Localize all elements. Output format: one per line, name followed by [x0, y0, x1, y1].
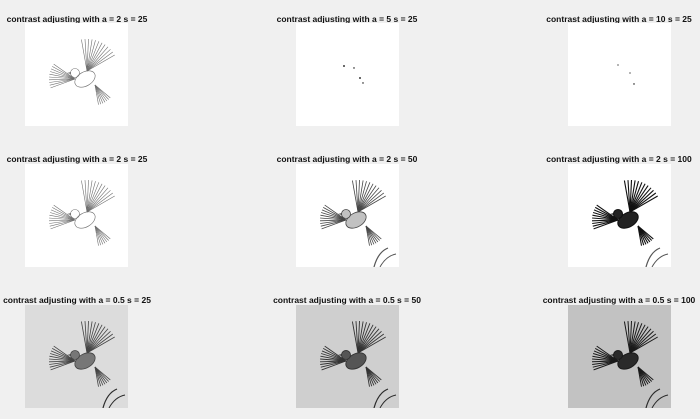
- panel-title: contrast adjusting with a = 0.5 s = 50: [273, 295, 421, 305]
- bird-image: [296, 23, 399, 126]
- panel-title: contrast adjusting with a = 0.5 s = 100: [542, 295, 696, 305]
- bird-image: [568, 305, 671, 408]
- panel-title: contrast adjusting with a = 5 s = 25: [276, 14, 418, 24]
- bird-image: [25, 164, 128, 267]
- panel-title: contrast adjusting with a = 2 s = 25: [6, 154, 148, 164]
- bird-image: [25, 305, 128, 408]
- panel-title: contrast adjusting with a = 10 s = 25: [546, 14, 692, 24]
- panel-title: contrast adjusting with a = 2 s = 50: [276, 154, 418, 164]
- bird-image: [568, 164, 671, 267]
- bird-image: [296, 305, 399, 408]
- panel-title: contrast adjusting with a = 2 s = 100: [546, 154, 692, 164]
- bird-image: [25, 23, 128, 126]
- bird-image: [568, 23, 671, 126]
- panel-title: contrast adjusting with a = 0.5 s = 25: [3, 295, 151, 305]
- bird-image: [296, 164, 399, 267]
- panel-title: contrast adjusting with a = 2 s = 25: [6, 14, 148, 24]
